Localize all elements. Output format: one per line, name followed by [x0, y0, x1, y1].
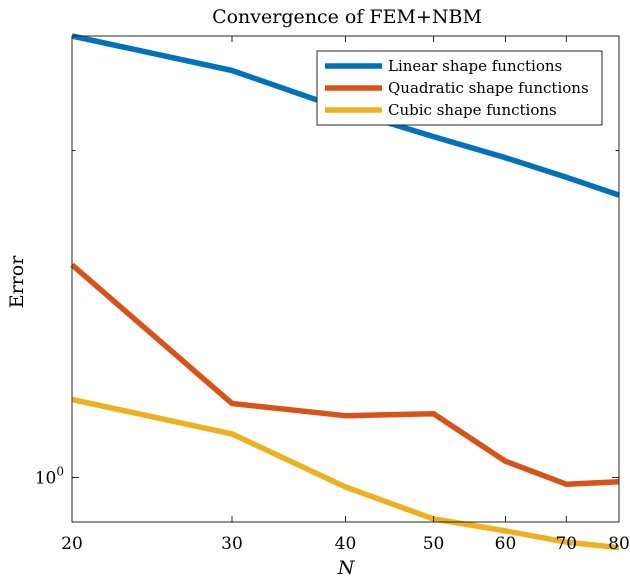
x-tick-label: 80: [608, 534, 630, 554]
x-tick-label: 50: [423, 534, 445, 554]
x-tick-label: 30: [221, 534, 243, 554]
axis-layer: 20 30 40 50 60 70 80 100: [35, 36, 630, 554]
chart-title: Convergence of FEM+NBM: [212, 6, 482, 28]
legend-label: Cubic shape functions: [388, 101, 557, 119]
x-axis-label: N: [337, 557, 356, 578]
x-tick-label: 20: [61, 534, 83, 554]
legend: Linear shape functions Quadratic shape fu…: [316, 50, 603, 126]
plot-frame: [71, 35, 620, 523]
legend-label: Linear shape functions: [388, 57, 562, 75]
legend-label: Quadratic shape functions: [388, 79, 589, 97]
y-tick-label: 100: [35, 465, 64, 489]
series-line-1: [71, 33, 620, 198]
y-axis-label: Error: [6, 255, 28, 308]
x-tick-label: 40: [335, 534, 357, 554]
series-line-2: [70, 262, 620, 487]
x-tick-label: 60: [495, 534, 517, 554]
x-tick-label: 70: [555, 534, 577, 554]
